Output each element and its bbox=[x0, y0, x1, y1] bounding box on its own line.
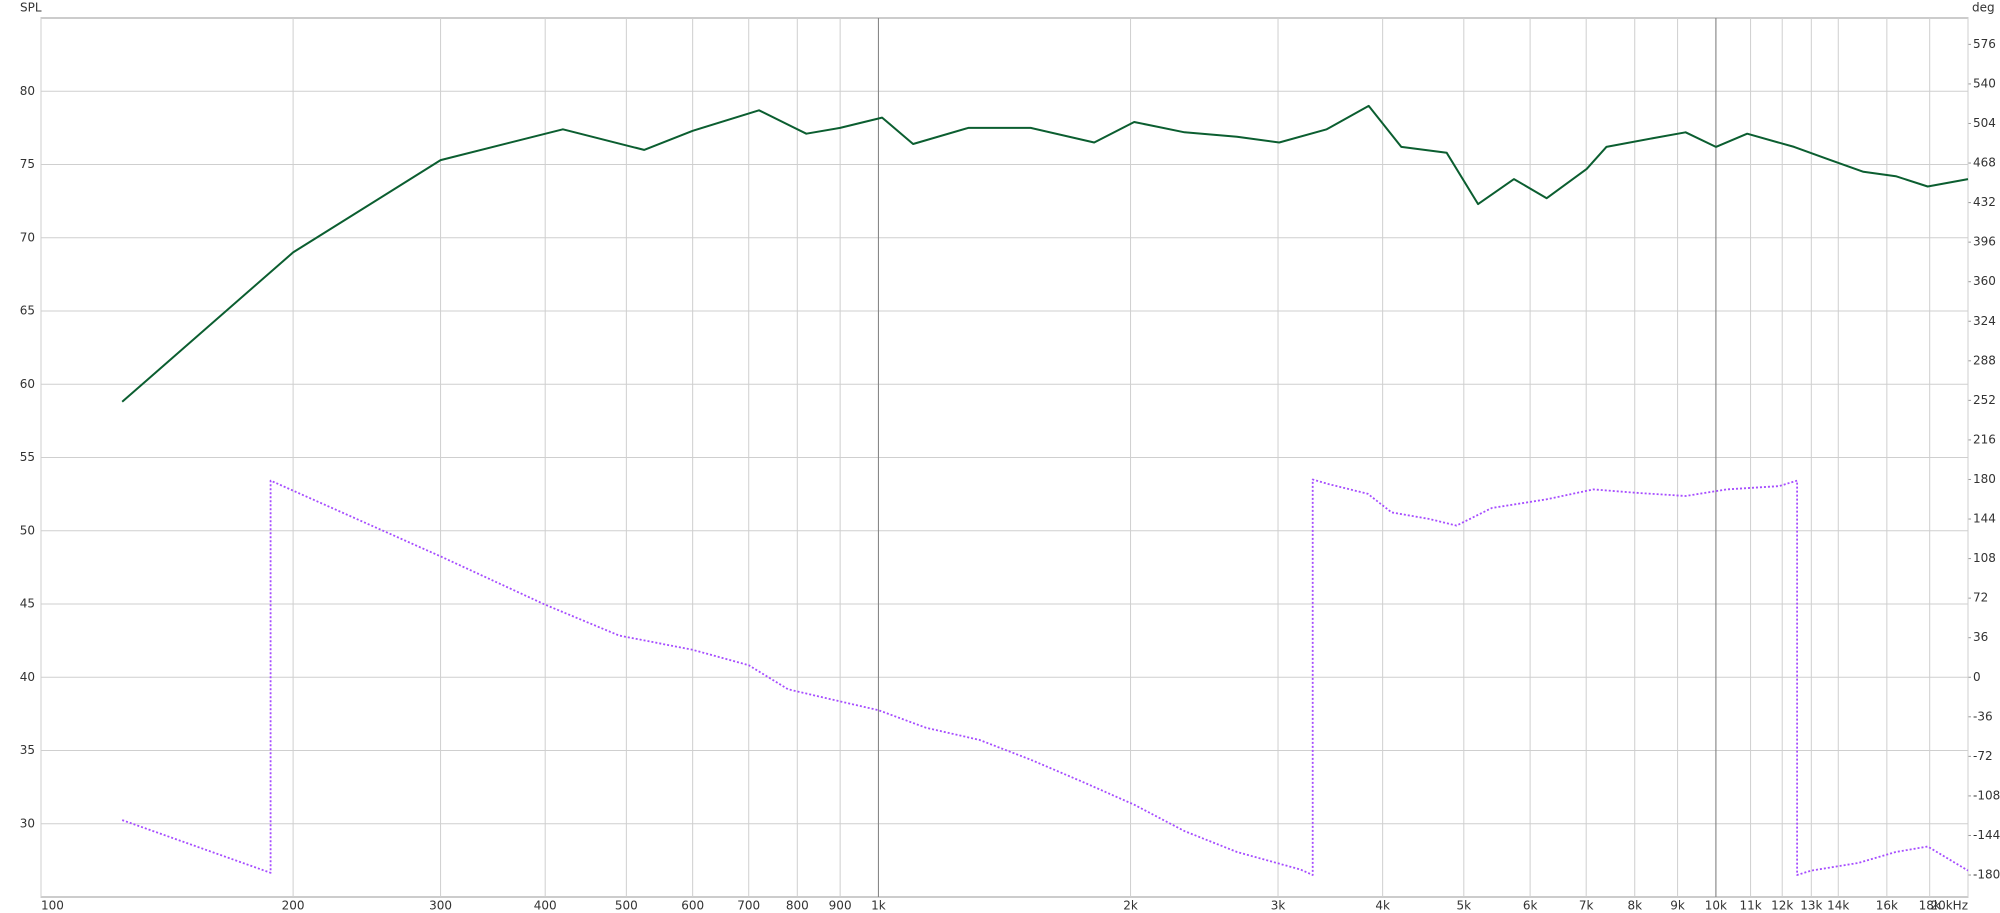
y-tick-label: 80 bbox=[20, 84, 35, 98]
x-tick-label: 11k bbox=[1739, 899, 1761, 913]
y2-tick-label: 504 bbox=[1973, 116, 1996, 130]
y-tick-label: 70 bbox=[20, 230, 35, 244]
x-tick-label: 6k bbox=[1523, 899, 1538, 913]
y2-tick-label: 216 bbox=[1973, 432, 1996, 446]
x-tick-label: 20kHz bbox=[1930, 899, 1968, 913]
x-tick-label: 16k bbox=[1876, 899, 1898, 913]
x-tick-label: 600 bbox=[681, 899, 704, 913]
x-tick-label: 5k bbox=[1457, 899, 1472, 913]
y2-tick-label: -144 bbox=[1973, 828, 2000, 842]
y2-tick-label: 468 bbox=[1973, 156, 1996, 170]
x-tick-label: 10k bbox=[1705, 899, 1727, 913]
x-tick-label: 12k bbox=[1771, 899, 1793, 913]
y2-tick-label: 540 bbox=[1973, 76, 1996, 90]
x-tick-label: 4k bbox=[1375, 899, 1390, 913]
x-tick-label: 2k bbox=[1123, 899, 1138, 913]
y-tick-label: 50 bbox=[20, 523, 35, 537]
y2-tick-label: 180 bbox=[1973, 472, 1996, 486]
y-tick-label: 65 bbox=[20, 304, 35, 318]
y-tick-label: 75 bbox=[20, 157, 35, 171]
x-tick-label: 18k bbox=[1919, 899, 1941, 913]
y2-tick-label: 252 bbox=[1973, 393, 1996, 407]
y2-tick-label: 144 bbox=[1973, 512, 1996, 526]
x-tick-label: 400 bbox=[534, 899, 557, 913]
y2-tick-label: 576 bbox=[1973, 37, 1996, 51]
y2-tick-label: 288 bbox=[1973, 353, 1996, 367]
x-tick-label: 300 bbox=[429, 899, 452, 913]
y2-tick-label: 36 bbox=[1973, 630, 1988, 644]
x-tick-label: 800 bbox=[786, 899, 809, 913]
y2-tick-label: 108 bbox=[1973, 551, 1996, 565]
x-tick-label: 700 bbox=[737, 899, 760, 913]
y2-tick-label: -180 bbox=[1973, 868, 2000, 882]
y-tick-label: 30 bbox=[20, 816, 35, 830]
x-tick-label: 13k bbox=[1800, 899, 1822, 913]
x-tick-label: 200 bbox=[282, 899, 305, 913]
y2-tick-label: 432 bbox=[1973, 195, 1996, 209]
x-tick-label: 14k bbox=[1827, 899, 1849, 913]
y-tick-label: 45 bbox=[20, 597, 35, 611]
y2-tick-label: 324 bbox=[1973, 314, 1996, 328]
x-tick-label: 900 bbox=[829, 899, 852, 913]
y-tick-label: 35 bbox=[20, 743, 35, 757]
x-tick-label: 7k bbox=[1579, 899, 1594, 913]
y2-tick-label: 72 bbox=[1973, 591, 1988, 605]
x-tick-label: 1k bbox=[871, 899, 886, 913]
y2-axis-label: deg bbox=[1972, 1, 1995, 15]
y2-tick-label: 360 bbox=[1973, 274, 1996, 288]
y-tick-label: 60 bbox=[20, 377, 35, 391]
x-tick-label: 3k bbox=[1271, 899, 1286, 913]
series-line bbox=[121, 104, 1969, 403]
x-tick-label: 500 bbox=[615, 899, 638, 913]
y2-tick-label: -36 bbox=[1973, 709, 1993, 723]
y2-tick-label: 396 bbox=[1973, 235, 1996, 249]
y2-tick-label: 0 bbox=[1973, 670, 1981, 684]
y-axis-label: SPL bbox=[20, 1, 42, 15]
y2-tick-label: -72 bbox=[1973, 749, 1993, 763]
x-tick-label: 9k bbox=[1670, 899, 1685, 913]
y-tick-label: 40 bbox=[20, 670, 35, 684]
x-tick-label: 8k bbox=[1627, 899, 1642, 913]
series-line bbox=[121, 478, 1969, 876]
y2-tick-label: -108 bbox=[1973, 788, 2000, 802]
y-tick-label: 55 bbox=[20, 450, 35, 464]
x-tick-label: 100 bbox=[41, 899, 64, 913]
